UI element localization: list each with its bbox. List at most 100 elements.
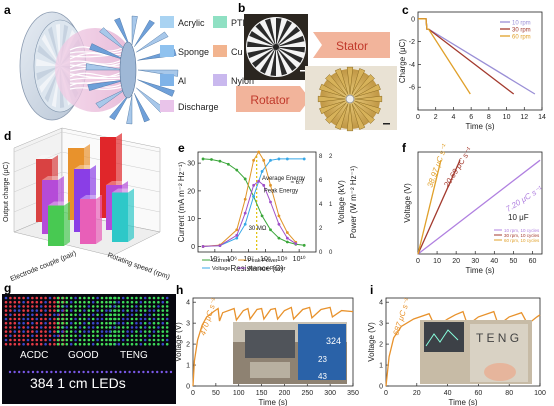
led [44, 334, 47, 338]
led [113, 317, 116, 321]
series-line [192, 306, 354, 387]
led [143, 321, 147, 325]
annotation-peak-energy: Peak Energy [264, 188, 298, 194]
led [31, 342, 34, 346]
led [74, 313, 77, 317]
x-tick-label: 350 [347, 390, 359, 397]
led-word-good: GOOD [68, 350, 99, 361]
series-marker [302, 243, 306, 247]
blade [126, 95, 133, 125]
led [50, 370, 53, 374]
led [17, 321, 21, 325]
y-tick-label: -4 [409, 62, 415, 69]
led [9, 313, 12, 317]
led [105, 300, 108, 304]
stator-banner: Stator [313, 32, 390, 58]
led [22, 309, 25, 312]
legend-swatch [213, 45, 227, 57]
led [83, 300, 86, 304]
led [161, 296, 165, 300]
x-tick-label: 10⁶ [226, 256, 237, 263]
x-tick-label: 4 [451, 114, 455, 121]
led [17, 326, 21, 329]
led [31, 305, 34, 308]
led [74, 338, 77, 342]
led [157, 321, 160, 325]
led [44, 321, 47, 325]
stator-sector [48, 26, 60, 66]
legend-label: Voltage [212, 266, 230, 272]
led [13, 334, 17, 338]
series-marker [235, 236, 239, 240]
led [78, 300, 82, 304]
panel-label-d: d [4, 129, 11, 143]
led [26, 317, 30, 321]
led [126, 300, 129, 304]
led [126, 296, 129, 300]
bar-top [48, 201, 70, 206]
led [113, 300, 116, 304]
led [31, 321, 34, 325]
stator-dark-sector [276, 47, 288, 76]
x-tick-label: 0 [191, 390, 195, 397]
led [26, 309, 30, 312]
led [53, 296, 56, 300]
panel-h-inset-photo: 324 23 43 [233, 322, 347, 384]
led [56, 300, 60, 304]
series-marker [252, 195, 256, 198]
series-marker [218, 244, 222, 248]
led [69, 296, 73, 300]
y-tick-label: 2 [379, 342, 383, 349]
legend-swatch [213, 16, 227, 28]
led [121, 326, 125, 329]
led [65, 296, 69, 300]
led [96, 317, 99, 321]
rotator-blade [325, 102, 347, 124]
led [48, 342, 52, 346]
led [96, 309, 99, 312]
fiber-strand [69, 72, 123, 78]
y-tick-label: -2 [409, 39, 415, 46]
led [17, 313, 21, 317]
led [61, 326, 64, 329]
rotator-blade [354, 100, 381, 115]
led [137, 370, 140, 374]
led [126, 321, 129, 325]
led [143, 342, 147, 346]
led [74, 309, 77, 312]
series-marker [243, 197, 247, 201]
led [152, 317, 156, 321]
series-line [418, 18, 471, 95]
led [108, 326, 112, 329]
legend-label: 60 rpm, 10 cycles [504, 238, 540, 243]
y-axis-label: Charge (μC) [398, 39, 407, 84]
led [105, 309, 108, 312]
series-marker [285, 240, 289, 244]
led [35, 334, 39, 338]
led [117, 330, 121, 333]
led [152, 296, 156, 300]
led [74, 305, 77, 308]
led [44, 330, 47, 333]
led [126, 334, 129, 338]
led [22, 317, 25, 321]
led [78, 296, 82, 300]
led [161, 326, 165, 329]
led [27, 370, 30, 374]
led [26, 338, 30, 342]
panel-g-led-photo: ACDC GOOD TENG 384 1 cm LEDs [2, 294, 176, 404]
x-axis-label: Time (s) [448, 398, 477, 406]
led [96, 370, 99, 374]
x-tick-label: 50 [212, 390, 220, 397]
led [87, 334, 91, 338]
led [156, 370, 159, 374]
legend-swatch [160, 16, 174, 28]
annotation-resistance: 30 MΩ [249, 226, 267, 232]
bar-top [106, 181, 128, 185]
led [48, 321, 52, 325]
stator-label: Stator [336, 39, 368, 53]
led [126, 313, 129, 317]
rotator-blade [319, 83, 346, 98]
